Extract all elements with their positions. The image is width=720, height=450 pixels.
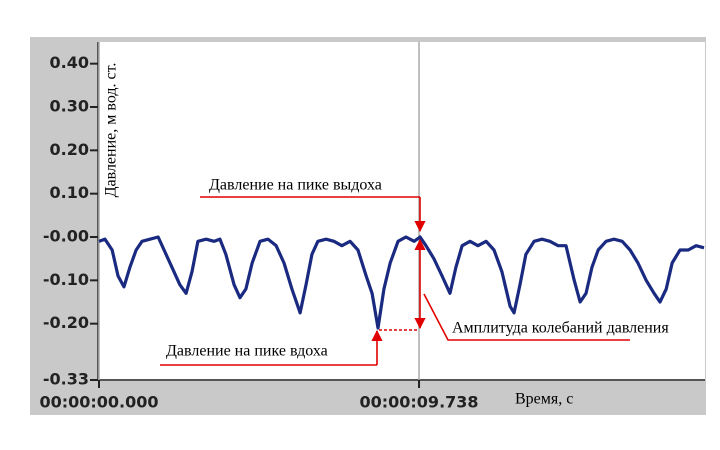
annotation-line — [423, 293, 630, 341]
plot-area — [97, 42, 705, 380]
x-tick-label: 00:00:09.738 — [359, 393, 478, 412]
annotation: Амплитуда колебаний давления — [452, 320, 669, 337]
y-tick-label: -0.20 — [43, 313, 89, 332]
y-axis-label: Давление, м вод. ст. — [103, 63, 120, 198]
y-tick-label: 0.30 — [50, 97, 89, 116]
y-tick-label: 0.20 — [50, 140, 89, 159]
y-tick-label: -0.10 — [43, 270, 89, 289]
data-line — [98, 235, 705, 330]
x-tick-label: 00:00:00.000 — [39, 393, 158, 412]
y-tick-label: -0.00 — [43, 227, 89, 246]
x-axis-label: Время, с — [515, 391, 573, 408]
y-tick-label: -0.33 — [43, 370, 89, 389]
y-tick-label: 0.40 — [50, 53, 89, 72]
y-tick-label: 0.10 — [50, 183, 89, 202]
annotation: Давление на пике вдоха — [166, 343, 328, 360]
annotation: Давление на пике выдоха — [209, 177, 382, 194]
